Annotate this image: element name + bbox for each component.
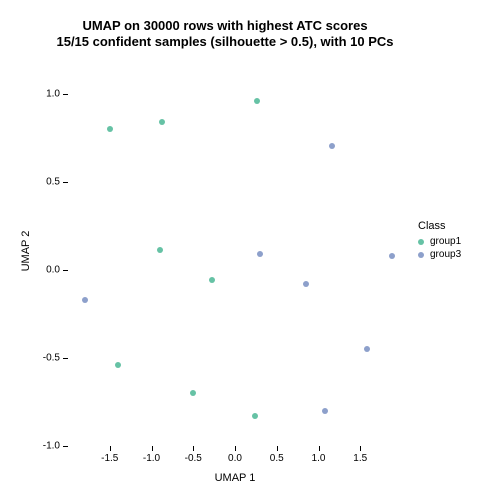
scatter-point xyxy=(252,413,258,419)
scatter-point xyxy=(389,253,395,259)
scatter-point xyxy=(254,98,260,104)
x-tick xyxy=(319,446,320,451)
scatter-point xyxy=(257,251,263,257)
plot-panel xyxy=(68,76,402,446)
scatter-point xyxy=(303,281,309,287)
scatter-point xyxy=(329,143,335,149)
x-axis-title: UMAP 1 xyxy=(68,472,402,484)
x-tick-label: 0.5 xyxy=(270,453,284,464)
y-axis-title: UMAP 2 xyxy=(20,211,32,291)
x-tick xyxy=(193,446,194,451)
legend-label: group1 xyxy=(430,236,461,247)
x-tick xyxy=(360,446,361,451)
y-tick-label: 0.5 xyxy=(34,176,60,187)
scatter-point xyxy=(322,408,328,414)
chart-container: UMAP on 30000 rows with highest ATC scor… xyxy=(0,0,504,504)
scatter-point xyxy=(82,297,88,303)
plot-area xyxy=(68,76,402,446)
x-tick xyxy=(152,446,153,451)
y-tick-label: 1.0 xyxy=(34,88,60,99)
scatter-point xyxy=(157,247,163,253)
legend-item: group1 xyxy=(418,236,461,247)
y-tick xyxy=(63,446,68,447)
y-tick xyxy=(63,182,68,183)
x-tick-label: -0.5 xyxy=(185,453,202,464)
y-tick xyxy=(63,358,68,359)
chart-title-line2: 15/15 confident samples (silhouette > 0.… xyxy=(48,34,402,50)
legend-swatch-icon xyxy=(418,239,424,245)
x-tick-label: -1.0 xyxy=(143,453,160,464)
chart-title: UMAP on 30000 rows with highest ATC scor… xyxy=(48,18,402,51)
legend: Class group1 group3 xyxy=(418,220,461,262)
chart-title-line1: UMAP on 30000 rows with highest ATC scor… xyxy=(48,18,402,34)
legend-item: group3 xyxy=(418,249,461,260)
scatter-point xyxy=(107,126,113,132)
x-tick xyxy=(235,446,236,451)
x-tick-label: -1.5 xyxy=(101,453,118,464)
y-tick-label: -0.5 xyxy=(34,352,60,363)
y-tick xyxy=(63,94,68,95)
scatter-point xyxy=(115,362,121,368)
legend-label: group3 xyxy=(430,249,461,260)
x-tick xyxy=(277,446,278,451)
y-tick xyxy=(63,270,68,271)
y-tick-label: -1.0 xyxy=(34,441,60,452)
legend-swatch-icon xyxy=(418,252,424,258)
scatter-point xyxy=(190,390,196,396)
x-tick xyxy=(110,446,111,451)
y-tick-label: 0.0 xyxy=(34,264,60,275)
scatter-point xyxy=(209,277,215,283)
x-tick-label: 1.5 xyxy=(353,453,367,464)
x-tick-label: 0.0 xyxy=(228,453,242,464)
x-tick-label: 1.0 xyxy=(312,453,326,464)
scatter-point xyxy=(364,346,370,352)
scatter-point xyxy=(159,119,165,125)
legend-title: Class xyxy=(418,220,461,232)
